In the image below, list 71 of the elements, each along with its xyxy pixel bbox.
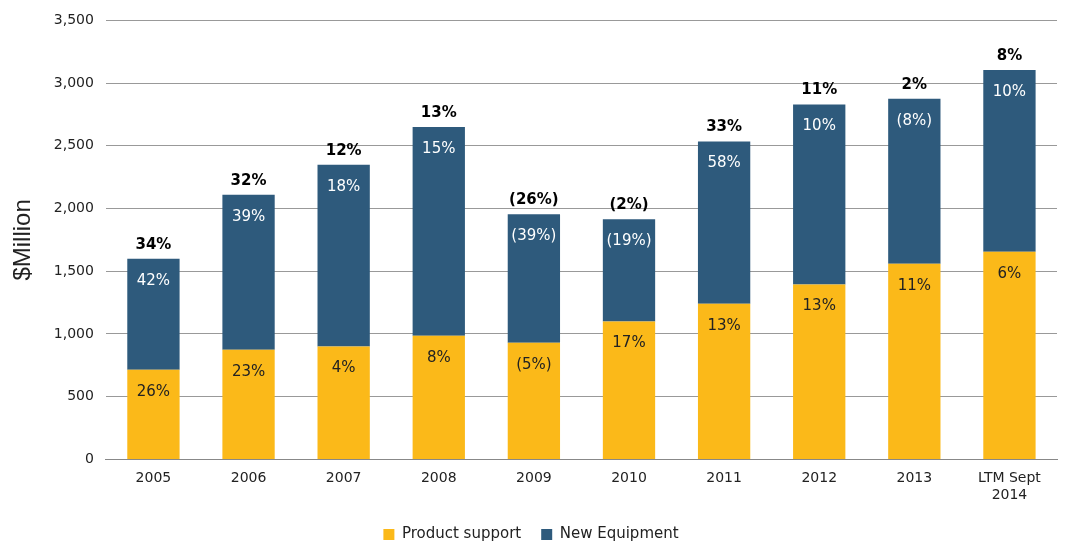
bar — [127, 369, 180, 459]
bar — [507, 342, 561, 459]
bar — [888, 263, 941, 459]
annotation: 10% — [992, 81, 1027, 100]
annotation: 39% — [231, 206, 266, 225]
bar — [222, 194, 275, 350]
bar — [317, 346, 370, 459]
annotation: 58% — [707, 153, 741, 172]
annotation: 32% — [230, 170, 267, 189]
annotation: 8% — [426, 347, 451, 366]
legend-label: New Equipment — [559, 524, 679, 543]
annotation: 2% — [901, 74, 928, 93]
bar — [222, 349, 275, 459]
y-tick-label: 2,500 — [53, 136, 94, 153]
annotation: (19%) — [606, 231, 652, 250]
bar — [983, 251, 1036, 459]
y-tick-label: 1,000 — [53, 324, 94, 341]
x-tick-label: 2008 — [420, 469, 457, 486]
annotation: 6% — [997, 263, 1022, 282]
annotation: 33% — [706, 117, 743, 136]
annotation: (2%) — [609, 195, 649, 214]
x-tick-label: 2013 — [896, 469, 933, 486]
annotation: 8% — [996, 45, 1023, 64]
bar — [697, 141, 751, 304]
annotation: 10% — [802, 116, 836, 135]
bar — [793, 284, 846, 459]
annotation: 4% — [331, 358, 356, 377]
y-axis-title: $Million — [8, 199, 36, 281]
bar — [793, 104, 846, 285]
x-tick-label: 2007 — [325, 469, 362, 486]
bar — [888, 98, 941, 264]
y-tick-label: 500 — [67, 387, 94, 404]
x-tick-label: 2006 — [230, 469, 267, 486]
annotation: 11% — [801, 80, 838, 99]
y-tick-label: 3,000 — [53, 73, 94, 90]
annotation: 13% — [707, 315, 741, 334]
annotation: 42% — [136, 270, 171, 289]
annotation: 12% — [325, 140, 362, 159]
x-tick-label: 2005 — [135, 469, 172, 486]
annotation: 18% — [326, 176, 361, 195]
annotation: (39%) — [511, 226, 557, 245]
annotation: 34% — [135, 234, 172, 253]
annotation: 13% — [802, 296, 836, 315]
y-tick-label: 3,500 — [53, 11, 94, 28]
bar — [507, 214, 561, 343]
bar — [412, 335, 465, 459]
bar — [602, 219, 656, 322]
x-tick-label: 2011 — [706, 469, 742, 486]
bar — [317, 164, 370, 347]
y-tick-label: 1,500 — [53, 261, 94, 278]
annotation: (26%) — [509, 190, 559, 209]
bar — [983, 69, 1036, 252]
annotation: 23% — [231, 361, 266, 380]
annotation: 17% — [612, 333, 646, 352]
x-tick-label: 2009 — [516, 469, 552, 486]
annotation: (8%) — [896, 110, 933, 129]
x-tick-label: 2010 — [611, 469, 647, 486]
x-tick-label: LTM Sept 2014 — [978, 469, 1042, 503]
y-tick-label: 0 — [84, 450, 94, 467]
y-tick-label: 2,000 — [53, 199, 94, 216]
annotation: (5%) — [516, 354, 552, 373]
annotation: 11% — [897, 275, 931, 294]
annotation: 13% — [420, 102, 457, 121]
bar — [602, 321, 656, 459]
bar — [127, 258, 180, 370]
bar — [697, 303, 751, 459]
bar — [412, 127, 465, 336]
annotation: 26% — [136, 381, 171, 400]
annotation: 15% — [422, 138, 456, 157]
legend-label: Product support — [401, 524, 522, 543]
x-tick-label: 2012 — [801, 469, 838, 486]
